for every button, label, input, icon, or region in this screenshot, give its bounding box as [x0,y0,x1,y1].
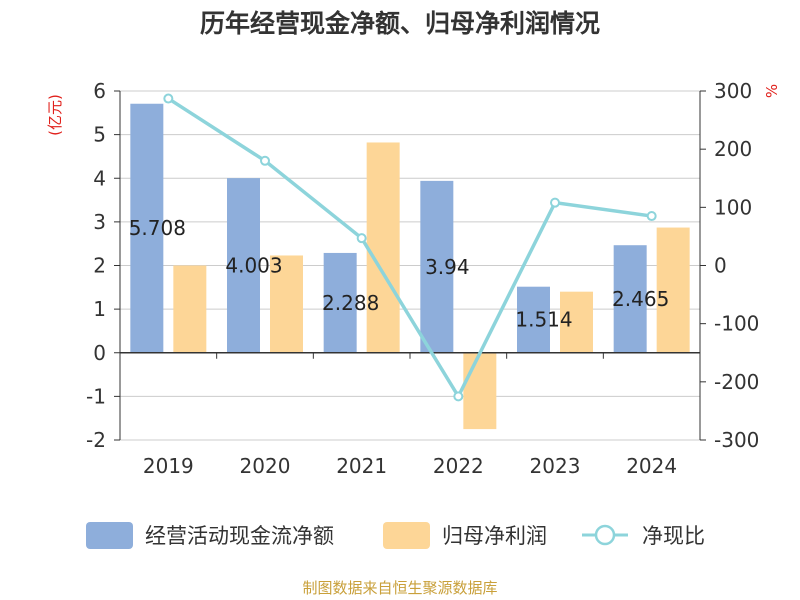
cashflow-data-label: 1.514 [515,308,572,332]
right-tick-label: 0 [714,254,727,278]
cashflow-bar [420,180,454,353]
x-tick-label: 2019 [143,454,194,478]
legend-swatch-cashflow [86,522,133,549]
right-tick-label: 200 [714,137,752,161]
ratio-point [646,211,657,222]
left-tick-label: 6 [93,79,106,103]
data-labels: 5.708 4.003 2.288 3.94 1.514 2.465 [129,216,670,331]
x-tick-label: 2023 [530,454,581,478]
legend-swatch-ratio-marker [594,524,616,546]
net-profit-bar [366,142,400,353]
net-profit-bar [656,227,690,353]
left-tick-label: -1 [86,384,106,408]
x-tick-label: 2020 [240,454,291,478]
legend: 经营活动现金流净额 归母净利润 净现比 [86,522,705,549]
x-tick-label: 2024 [626,454,677,478]
left-tick-label: 2 [93,254,106,278]
right-axis-unit: % [763,84,781,98]
net-profit-bar [560,291,593,353]
cashflow-data-label: 5.708 [129,216,186,240]
ratio-point [453,391,464,402]
left-tick-label: -2 [86,428,106,452]
right-tick-label: 100 [714,195,752,219]
cashflow-bar [130,103,164,353]
chart-title: 历年经营现金净额、归母净利润情况 [199,9,600,38]
bars [130,103,690,430]
right-tick-label: -100 [714,312,759,336]
legend-label-ratio: 净现比 [642,524,705,548]
legend-swatch-net-profit [383,522,430,549]
cashflow-data-label: 4.003 [225,253,282,277]
left-tick-label: 5 [93,123,106,147]
left-tick-label: 1 [93,297,106,321]
cashflow-bar [227,178,260,353]
left-tick-label: 4 [93,166,106,190]
right-tick-label: -300 [714,428,759,452]
ratio-point [550,197,560,208]
right-tick-label: -200 [714,370,759,394]
cashflow-bar [517,286,550,353]
ratio-point [260,155,270,166]
left-tick-label: 0 [93,341,106,365]
cashflow-bar [613,245,647,353]
cashflow-data-label: 3.94 [425,255,470,279]
net-profit-bar [173,265,207,353]
cashflow-data-label: 2.288 [322,291,379,315]
cashflow-data-label: 2.465 [612,287,669,311]
legend-label-net-profit: 归母净利润 [442,524,547,548]
ratio-line [163,93,657,402]
x-tick-label: 2022 [433,454,484,478]
ratio-point [163,93,174,104]
cashflow-bar [323,252,357,353]
axes: -2 -1 0 1 2 3 4 5 6 -300 -200 -100 0 100 200 300 2019 202… [86,79,759,478]
right-tick-label: 300 [714,79,752,103]
source-note: 制图数据来自恒生聚源数据库 [302,579,498,597]
grid-lines [120,90,700,441]
left-tick-label: 3 [93,210,106,234]
x-tick-label: 2021 [336,454,387,478]
legend-label-cashflow: 经营活动现金流净额 [145,524,334,548]
net-profit-bar [463,352,497,430]
net-profit-bar [270,255,303,353]
ratio-point [356,233,367,244]
left-axis-unit: (亿元) [46,94,64,136]
ratio-line-path [167,97,652,400]
